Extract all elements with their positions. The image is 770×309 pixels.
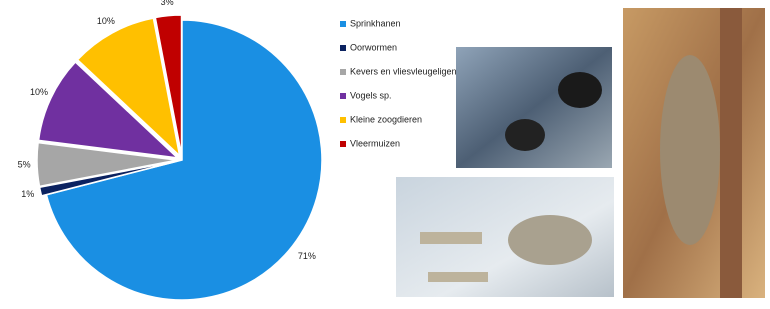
legend-label: Kleine zoogdieren <box>350 114 422 124</box>
photo-detail <box>660 55 720 245</box>
photo-detail <box>420 232 482 244</box>
photo-detail <box>720 8 742 298</box>
legend-label: Oorwormen <box>350 42 397 52</box>
data-label: 3% <box>161 0 174 7</box>
legend-label: Kevers en vliesvleugeligen <box>350 66 457 76</box>
legend-swatch <box>340 117 346 123</box>
legend-label: Sprinkhanen <box>350 18 401 28</box>
data-label: 1% <box>21 189 34 199</box>
legend-swatch <box>340 69 346 75</box>
pie-slice <box>36 141 178 188</box>
data-label: 10% <box>30 87 48 97</box>
pie-slice <box>37 60 180 159</box>
data-label: 71% <box>298 251 316 261</box>
data-label: 5% <box>18 159 31 169</box>
photos <box>396 8 765 298</box>
pie-slice <box>38 160 178 197</box>
photo-detail <box>428 272 488 282</box>
legend-label: Vleermuizen <box>350 138 400 148</box>
pie-slice <box>76 17 181 158</box>
pie-slice <box>154 14 183 156</box>
photo-detail <box>558 72 602 108</box>
legend-label: Vogels sp. <box>350 90 392 100</box>
legend-swatch <box>340 93 346 99</box>
photo-beetle-remains <box>456 47 612 168</box>
legend-swatch <box>340 21 346 27</box>
legend-swatch <box>340 141 346 147</box>
photo-detail <box>505 119 545 151</box>
legend-swatch <box>340 45 346 51</box>
pie-slice <box>45 19 323 301</box>
photo-detail <box>508 215 592 265</box>
data-label: 10% <box>97 16 115 26</box>
